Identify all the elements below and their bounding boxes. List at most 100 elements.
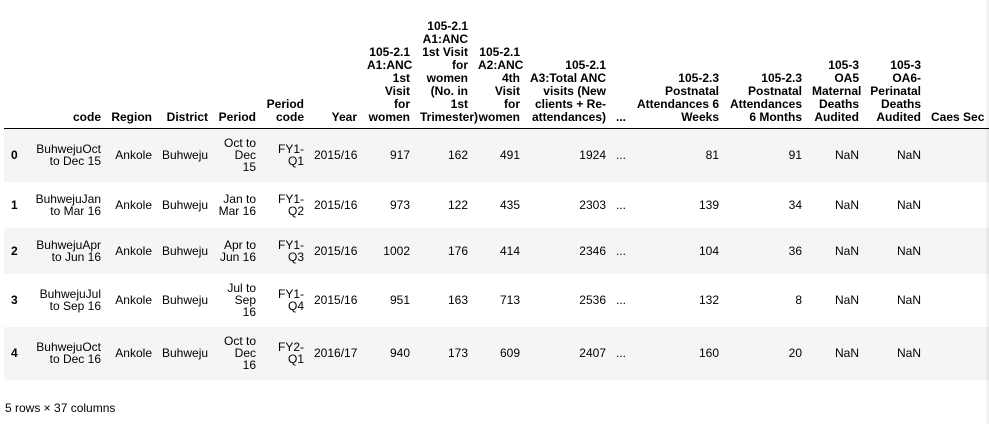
row-index: 3 <box>11 293 18 307</box>
cell-year: 2016/17 <box>314 346 358 360</box>
cell-total-anc-visits: 2346 <box>579 243 606 258</box>
col-header-anc-first-trimester: 105-2.1 A1:ANC 1st Visit for women (No. … <box>415 20 478 129</box>
col-header-district: District <box>157 20 213 129</box>
dataframe-shape-summary: 5 rows × 37 columns <box>5 401 116 415</box>
cell-total-anc-visits: 2407 <box>579 346 606 360</box>
cell-period: Oct to Dec 16 <box>223 334 256 372</box>
dataframe-scroll-container[interactable]: code Region District Period Period code … <box>4 20 989 380</box>
cell-caesarean-truncated <box>926 274 989 327</box>
cell-anc-fourth-visit: 491 <box>499 148 520 163</box>
row-index: 1 <box>11 197 18 212</box>
cell-anc-first-trimester: 122 <box>447 197 468 212</box>
cell-district: Buhweju <box>162 148 209 163</box>
cell-anc-fourth-visit: 435 <box>499 197 520 212</box>
cell-ellipsis: ... <box>616 293 627 307</box>
cell-perinatal-deaths-audited: NaN <box>896 243 921 258</box>
dataframe-body: 0 BuhwejuOct to Dec 15 Ankole Buhweju Oct to… <box>4 128 989 380</box>
cell-maternal-deaths-audited: NaN <box>834 243 859 258</box>
cell-year: 2015/16 <box>314 293 358 307</box>
cell-postnatal-6-months: 91 <box>788 148 802 163</box>
cell-perinatal-deaths-audited: NaN <box>896 293 921 307</box>
cell-district: Buhweju <box>162 243 209 258</box>
cell-period-code: FY1-Q4 <box>277 287 304 313</box>
cell-maternal-deaths-audited: NaN <box>834 148 859 163</box>
cell-region: Ankole <box>115 243 152 258</box>
cell-anc-first-visit: 940 <box>389 346 410 360</box>
cell-district: Buhweju <box>162 197 209 212</box>
cell-district: Buhweju <box>162 293 209 307</box>
cell-postnatal-6-months: 20 <box>788 346 802 360</box>
cell-anc-first-trimester: 163 <box>447 293 468 307</box>
cell-district: Buhweju <box>162 346 209 360</box>
cell-caesarean-truncated <box>926 129 989 182</box>
cell-perinatal-deaths-audited: NaN <box>896 148 921 163</box>
dataframe-table: code Region District Period Period code … <box>4 20 989 380</box>
cell-anc-first-trimester: 176 <box>447 243 468 258</box>
cell-period-code: FY1-Q3 <box>277 237 304 264</box>
cell-postnatal-6-months: 36 <box>788 243 802 258</box>
col-header-period-code: Period code <box>261 20 309 129</box>
cell-perinatal-deaths-audited: NaN <box>896 346 921 360</box>
col-header-anc-fourth-visit: 105-2.1 A2:ANC 4th Visit for women <box>473 20 525 129</box>
cell-region: Ankole <box>115 197 152 212</box>
cell-total-anc-visits: 1924 <box>579 148 606 163</box>
header-row: code Region District Period Period code … <box>4 20 989 129</box>
cell-postnatal-6-months: 8 <box>795 293 802 307</box>
col-header-period: Period <box>213 20 261 129</box>
table-row: 0 BuhwejuOct to Dec 15 Ankole Buhweju Oct to… <box>4 128 989 182</box>
cell-code: BuhwejuOct to Dec 16 <box>36 340 101 366</box>
cell-postnatal-6-weeks: 81 <box>705 148 719 163</box>
col-header-postnatal-6-months: 105-2.3 Postnatal Attendances 6 Months <box>724 20 807 129</box>
cell-postnatal-6-weeks: 139 <box>698 197 719 212</box>
cell-period-code: FY1-Q1 <box>277 142 304 169</box>
cell-anc-first-visit: 951 <box>389 293 410 307</box>
table-row: 1 BuhwejuJan to Mar 16 Ankole Buhweju Jan to… <box>4 181 989 228</box>
cell-region: Ankole <box>115 293 152 307</box>
cell-period-code: FY1-Q2 <box>277 191 304 218</box>
row-index: 0 <box>11 148 18 163</box>
col-header-anc-first-visit: 105-2.1 A1:ANC 1st Visit for women <box>362 20 415 129</box>
cell-anc-first-visit: 973 <box>389 197 410 212</box>
col-header-postnatal-6-weeks: 105-2.3 Postnatal Attendances 6 Weeks <box>631 20 724 129</box>
cell-anc-fourth-visit: 713 <box>499 293 520 307</box>
cell-code: BuhwejuOct to Dec 15 <box>36 142 101 169</box>
cell-caesarean-truncated <box>926 228 989 274</box>
cell-region: Ankole <box>115 346 152 360</box>
cell-ellipsis: ... <box>616 148 627 163</box>
cell-caesarean-truncated <box>926 182 989 228</box>
cell-anc-first-trimester: 162 <box>447 148 468 163</box>
col-header-region: Region <box>106 20 157 129</box>
cell-perinatal-deaths-audited: NaN <box>896 197 921 212</box>
cell-maternal-deaths-audited: NaN <box>834 197 859 212</box>
cell-ellipsis: ... <box>616 346 627 360</box>
cell-period: Jan to Mar 16 <box>218 191 256 218</box>
cell-ellipsis: ... <box>616 197 627 212</box>
cell-anc-first-visit: 917 <box>389 148 410 163</box>
cell-maternal-deaths-audited: NaN <box>834 293 859 307</box>
col-header-caesarean-truncated: Caes Sec <box>926 20 989 129</box>
col-header-maternal-deaths-audited: 105-3 OA5 Maternal Deaths Audited <box>807 20 864 129</box>
col-header-perinatal-deaths-audited: 105-3 OA6-Perinatal Deaths Audited <box>864 20 926 129</box>
cell-year: 2015/16 <box>314 243 358 258</box>
cell-code: BuhwejuApr to Jun 16 <box>36 237 101 264</box>
cell-code: BuhwejuJul to Sep 16 <box>39 287 101 313</box>
cell-total-anc-visits: 2303 <box>579 197 606 212</box>
cell-postnatal-6-months: 34 <box>788 197 802 212</box>
cell-period: Jul to Sep 16 <box>227 281 256 319</box>
col-header-year: Year <box>309 20 362 129</box>
col-header-code: code <box>26 20 106 129</box>
cell-period: Apr to Jun 16 <box>219 237 256 264</box>
scroll-edge-shadow <box>985 0 989 424</box>
cell-anc-fourth-visit: 414 <box>499 243 520 258</box>
col-header-index <box>4 20 26 129</box>
cell-period-code: FY2-Q1 <box>277 340 304 366</box>
cell-postnatal-6-weeks: 104 <box>698 243 719 258</box>
table-row: 3 BuhwejuJul to Sep 16 Ankole Buhweju Jul to… <box>4 273 989 327</box>
table-row: 2 BuhwejuApr to Jun 16 Ankole Buhweju Apr to… <box>4 227 989 274</box>
table-row: 4 BuhwejuOct to Dec 16 Ankole Buhweju Oct to… <box>4 326 989 380</box>
cell-year: 2015/16 <box>314 197 358 212</box>
row-index: 2 <box>11 243 18 258</box>
cell-ellipsis: ... <box>616 243 627 258</box>
cell-total-anc-visits: 2536 <box>579 293 606 307</box>
cell-region: Ankole <box>115 148 152 163</box>
